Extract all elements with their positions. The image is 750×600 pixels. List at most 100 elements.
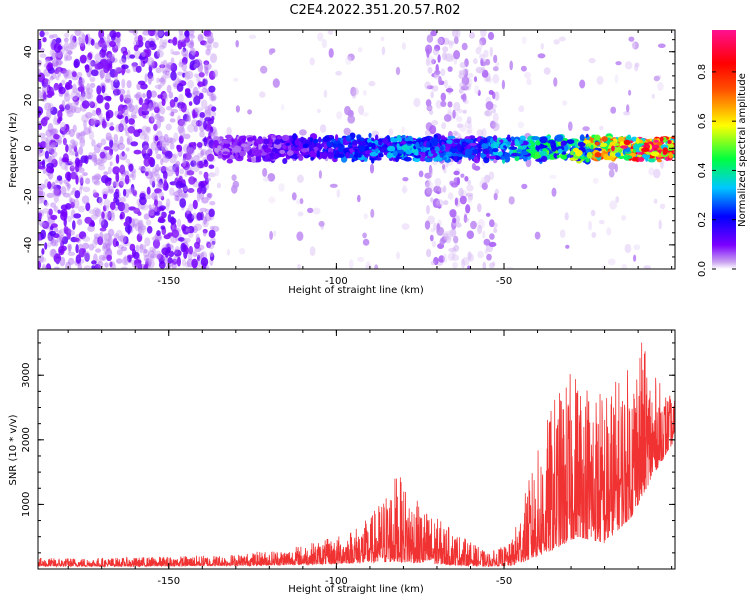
heatmap-cell [100, 59, 109, 69]
heatmap-cell [187, 188, 195, 193]
heatmap-cell [170, 70, 177, 81]
heatmap-cell [154, 199, 158, 207]
heatmap-cell [456, 123, 464, 129]
heatmap-cell [188, 245, 193, 255]
heatmap-cell [43, 221, 51, 230]
heatmap-cell [430, 30, 437, 37]
heatmap-cell [345, 135, 352, 142]
heatmap-cell [124, 174, 130, 185]
heatmap-cell [177, 190, 184, 197]
heatmap-cell [187, 225, 195, 234]
heatmap-cell [77, 86, 85, 92]
heatmap-cell [41, 248, 45, 255]
heatmap-panel: -150 -100 -50 -40 -20 0 20 40 Height of straigh… [8, 29, 676, 296]
heatmap-cell [483, 137, 488, 144]
heatmap-cell [186, 92, 192, 99]
heatmap-cell [190, 160, 197, 168]
heatmap-cell [69, 40, 77, 50]
heatmap-cell [188, 176, 196, 185]
heatmap-cell [262, 138, 270, 145]
heatmap-cell [442, 185, 447, 193]
heatmap-cell [615, 61, 622, 66]
heatmap-cell [444, 233, 452, 244]
heatmap-cell [493, 54, 498, 64]
heatmap-cell [88, 130, 95, 141]
heatmap-frame [37, 29, 676, 270]
heatmap-cell [82, 90, 87, 96]
heatmap-cell [65, 261, 72, 269]
heatmap-cell [115, 229, 123, 239]
heatmap-cell [535, 140, 541, 146]
heatmap-cell [43, 116, 50, 121]
heatmap-cell [439, 237, 445, 246]
heatmap-cell [492, 135, 498, 141]
heatmap-cell [38, 160, 41, 169]
heatmap-cell [477, 219, 485, 229]
heatmap-cell [437, 54, 441, 63]
heatmap-cell [138, 97, 143, 105]
colorbar-gradient [712, 30, 736, 269]
heatmap-cell [78, 175, 84, 184]
heatmap-cell [657, 81, 664, 91]
heatmap-cell [48, 208, 53, 216]
heatmap-cell [192, 251, 198, 258]
heatmap-cell [579, 79, 586, 89]
heatmap-cell [48, 155, 56, 164]
heatmap-cell [421, 152, 427, 159]
heatmap-cell [209, 53, 218, 63]
heatmap-cell [120, 126, 125, 132]
heatmap-cell [130, 111, 137, 119]
heatmap-cell [300, 137, 307, 144]
heatmap-cell [632, 40, 636, 50]
heatmap-cell [206, 120, 211, 130]
heatmap-cell [178, 78, 182, 84]
heatmap-cell [126, 80, 132, 89]
heatmap-cell [158, 166, 166, 172]
heatmap-cell [102, 245, 107, 252]
heatmap-cell [105, 132, 112, 141]
heatmap-cell [96, 142, 103, 148]
heatmap-cell [590, 144, 594, 150]
heatmap-cell [345, 56, 352, 66]
heatmap-cell [598, 142, 608, 147]
heatmap-cell [92, 207, 100, 217]
heatmap-cell [594, 141, 600, 146]
tick-label: -150 [157, 576, 180, 587]
heatmap-cell [156, 49, 164, 58]
heatmap-cell [141, 141, 149, 151]
heatmap-cell [128, 104, 135, 113]
heatmap-cell [517, 121, 525, 129]
heatmap-cell [93, 157, 98, 167]
heatmap-cell [271, 147, 278, 153]
heatmap-cell [149, 171, 156, 177]
heatmap-cell [583, 139, 591, 144]
heatmap-cell [101, 188, 109, 197]
heatmap-cell [608, 162, 617, 171]
heatmap-cell [159, 64, 166, 69]
heatmap-cell [52, 33, 58, 39]
heatmap-cell [493, 143, 497, 148]
heatmap-cell [610, 106, 617, 114]
heatmap-cell [582, 126, 590, 132]
heatmap-cell [425, 57, 430, 67]
heatmap-cell [463, 99, 469, 104]
heatmap-cell [446, 53, 454, 63]
heatmap-cell [112, 79, 120, 89]
heatmap-cell [151, 59, 155, 70]
heatmap-cell [94, 208, 102, 218]
heatmap-cell [209, 225, 215, 231]
heatmap-cell [122, 104, 128, 110]
heatmap-cell [137, 225, 143, 234]
heatmap-cell [77, 133, 83, 141]
heatmap-cell [623, 155, 633, 160]
heatmap-cell [204, 35, 212, 40]
heatmap-cell [78, 35, 82, 46]
heatmap-cell [68, 143, 73, 153]
heatmap-cell [447, 66, 453, 72]
heatmap-cell [386, 152, 393, 159]
heatmap-cell [195, 120, 203, 127]
heatmap-cell [368, 132, 372, 139]
heatmap-cell [196, 160, 205, 169]
heatmap-cell [121, 64, 129, 70]
heatmap-cell [382, 137, 389, 145]
